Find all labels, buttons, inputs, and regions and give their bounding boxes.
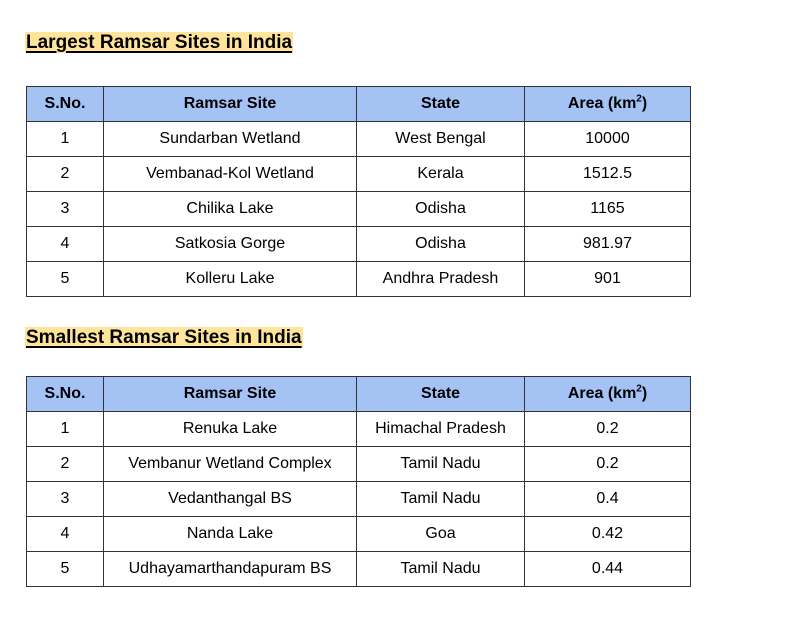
column-header-site: Ramsar Site xyxy=(103,376,357,412)
cell-site: Udhayamarthandapuram BS xyxy=(103,551,357,587)
column-header-area-label: Area (km xyxy=(567,385,637,402)
column-header-area: Area (km2) xyxy=(524,376,691,412)
cell-area: 0.42 xyxy=(524,516,691,552)
cell-area: 981.97 xyxy=(524,226,691,262)
cell-site: Vedanthangal BS xyxy=(103,481,357,517)
cell-site: Nanda Lake xyxy=(103,516,357,552)
cell-state: West Bengal xyxy=(356,121,525,157)
cell-sno: 1 xyxy=(26,411,104,447)
cell-sno: 4 xyxy=(26,226,104,262)
cell-sno: 3 xyxy=(26,481,104,517)
cell-area: 0.4 xyxy=(524,481,691,517)
cell-state: Tamil Nadu xyxy=(356,481,525,517)
column-header-sno: S.No. xyxy=(26,376,104,412)
cell-state: Odisha xyxy=(356,191,525,227)
cell-sno: 3 xyxy=(26,191,104,227)
column-header-area: Area (km2) xyxy=(524,86,691,122)
column-header-area-superscript: 2 xyxy=(636,93,642,105)
cell-area: 0.2 xyxy=(524,446,691,482)
largest-sites-table: S.No. Ramsar Site State Area (km2) 1 Sun… xyxy=(26,86,691,297)
column-header-area-close: ) xyxy=(641,385,648,402)
cell-sno: 1 xyxy=(26,121,104,157)
table-row: 3 Vedanthangal BS Tamil Nadu 0.4 xyxy=(26,481,691,517)
column-header-state: State xyxy=(356,376,525,412)
table-row: 1 Sundarban Wetland West Bengal 10000 xyxy=(26,121,691,157)
cell-area: 1512.5 xyxy=(524,156,691,192)
column-header-area-label: Area (km xyxy=(567,95,637,112)
table-row: 2 Vembanur Wetland Complex Tamil Nadu 0.… xyxy=(26,446,691,482)
cell-state: Odisha xyxy=(356,226,525,262)
cell-area: 0.44 xyxy=(524,551,691,587)
cell-area: 901 xyxy=(524,261,691,297)
cell-site: Sundarban Wetland xyxy=(103,121,357,157)
cell-area: 0.2 xyxy=(524,411,691,447)
table-row: 5 Kolleru Lake Andhra Pradesh 901 xyxy=(26,261,691,297)
column-header-sno: S.No. xyxy=(26,86,104,122)
column-header-site: Ramsar Site xyxy=(103,86,357,122)
column-header-area-superscript: 2 xyxy=(636,383,642,395)
cell-area: 10000 xyxy=(524,121,691,157)
cell-site: Satkosia Gorge xyxy=(103,226,357,262)
cell-site: Renuka Lake xyxy=(103,411,357,447)
cell-site: Vembanur Wetland Complex xyxy=(103,446,357,482)
table-header-row: S.No. Ramsar Site State Area (km2) xyxy=(26,376,691,412)
smallest-sites-heading-text: Smallest Ramsar Sites in India xyxy=(25,327,303,348)
cell-state: Tamil Nadu xyxy=(356,551,525,587)
column-header-state: State xyxy=(356,86,525,122)
cell-state: Goa xyxy=(356,516,525,552)
smallest-sites-table: S.No. Ramsar Site State Area (km2) 1 Ren… xyxy=(26,376,691,587)
table-row: 1 Renuka Lake Himachal Pradesh 0.2 xyxy=(26,411,691,447)
cell-sno: 5 xyxy=(26,261,104,297)
smallest-sites-heading: Smallest Ramsar Sites in India xyxy=(25,325,303,351)
cell-area: 1165 xyxy=(524,191,691,227)
table-row: 4 Nanda Lake Goa 0.42 xyxy=(26,516,691,552)
cell-state: Himachal Pradesh xyxy=(356,411,525,447)
table-row: 4 Satkosia Gorge Odisha 981.97 xyxy=(26,226,691,262)
cell-sno: 2 xyxy=(26,156,104,192)
cell-state: Tamil Nadu xyxy=(356,446,525,482)
table-row: 2 Vembanad-Kol Wetland Kerala 1512.5 xyxy=(26,156,691,192)
cell-state: Andhra Pradesh xyxy=(356,261,525,297)
cell-sno: 5 xyxy=(26,551,104,587)
cell-state: Kerala xyxy=(356,156,525,192)
cell-sno: 4 xyxy=(26,516,104,552)
table-header-row: S.No. Ramsar Site State Area (km2) xyxy=(26,86,691,122)
table-row: 3 Chilika Lake Odisha 1165 xyxy=(26,191,691,227)
cell-sno: 2 xyxy=(26,446,104,482)
column-header-area-close: ) xyxy=(641,95,648,112)
table-row: 5 Udhayamarthandapuram BS Tamil Nadu 0.4… xyxy=(26,551,691,587)
cell-site: Kolleru Lake xyxy=(103,261,357,297)
largest-sites-heading: Largest Ramsar Sites in India xyxy=(25,30,294,56)
cell-site: Vembanad-Kol Wetland xyxy=(103,156,357,192)
cell-site: Chilika Lake xyxy=(103,191,357,227)
largest-sites-heading-text: Largest Ramsar Sites in India xyxy=(25,32,294,53)
